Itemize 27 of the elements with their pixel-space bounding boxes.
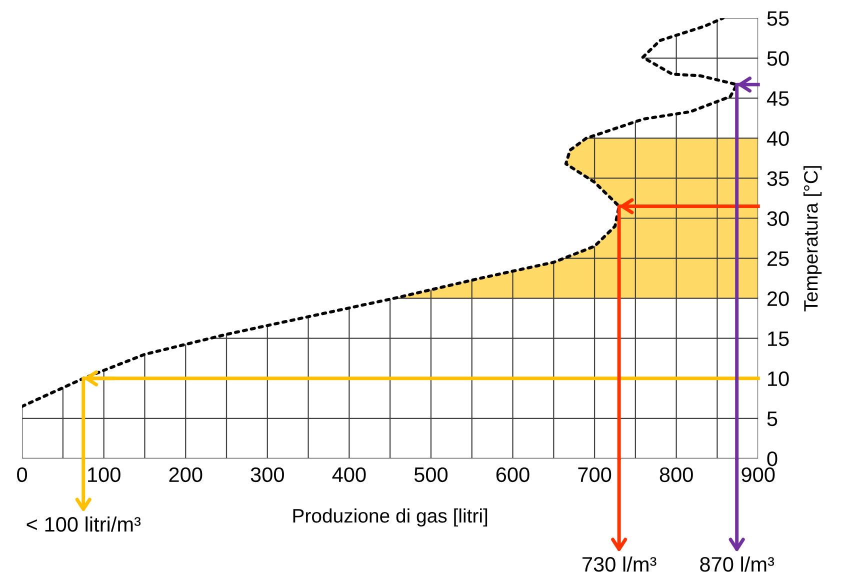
y-tick-label: 25 bbox=[767, 251, 789, 266]
text: 730 l/m³ bbox=[582, 556, 656, 572]
x-tick-label: 500 bbox=[414, 467, 448, 482]
y-tick-label: 15 bbox=[768, 332, 789, 346]
y-tick-label: 0 bbox=[767, 451, 778, 466]
y-tick-label: 55 bbox=[767, 11, 789, 26]
x-tick-label: 600 bbox=[496, 467, 530, 482]
y-tick-label: 40 bbox=[766, 131, 789, 146]
x-tick-label: 400 bbox=[332, 467, 366, 482]
x-tick-label: 200 bbox=[169, 467, 202, 482]
text: < 100 litri/m³ bbox=[26, 516, 141, 532]
y-axis-title: Temperatura [°C] bbox=[804, 166, 822, 312]
y-tick-label: 20 bbox=[767, 291, 789, 306]
x-axis-title: Produzione di gas [litri] bbox=[293, 508, 488, 527]
y-tick-label: 10 bbox=[768, 371, 789, 386]
text: 870 l/m³ bbox=[700, 556, 774, 572]
x-tick-label: 800 bbox=[660, 467, 693, 482]
x-tick-label: 900 bbox=[742, 467, 775, 482]
y-tick-label: 50 bbox=[767, 51, 789, 66]
y-tick-label: 30 bbox=[767, 211, 789, 226]
x-tick-label: 0 bbox=[17, 467, 28, 482]
y-tick-label: 5 bbox=[767, 412, 778, 426]
y-tick-label: 35 bbox=[767, 171, 789, 186]
x-tick-label: 100 bbox=[88, 467, 120, 482]
x-tick-label: 300 bbox=[250, 467, 284, 482]
y-tick-label: 45 bbox=[766, 91, 789, 106]
x-tick-label: 700 bbox=[578, 467, 612, 482]
